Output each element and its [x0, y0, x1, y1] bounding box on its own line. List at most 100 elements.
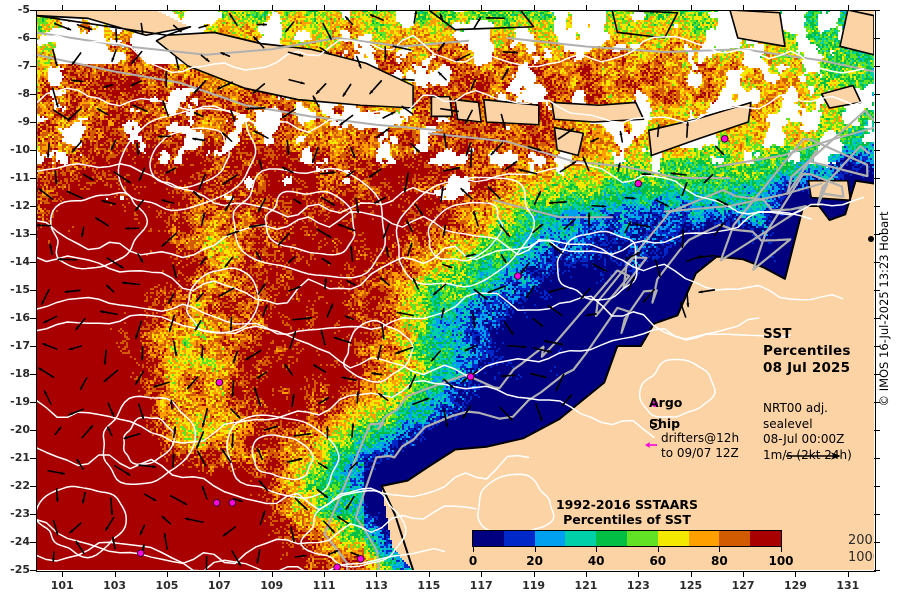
vector-key-line2: 08-Jul 00:00Z	[763, 432, 845, 446]
y-axis-tick-label: -5	[17, 3, 30, 16]
colorbar-band-70-80	[688, 531, 720, 546]
x-axis-tick-top	[690, 5, 692, 11]
x-axis-tick	[428, 571, 430, 577]
darwin-city-dot	[868, 236, 874, 242]
y-axis-tick-right	[874, 570, 880, 571]
y-axis-tick-right	[874, 10, 880, 11]
x-axis-tick-label: 121	[574, 579, 598, 592]
x-axis-tick-top	[743, 5, 745, 11]
y-axis-tick-right	[874, 38, 880, 39]
y-axis-tick-label: -17	[10, 339, 30, 352]
depth-key-line2: 1000m	[848, 550, 874, 565]
x-axis-tick	[481, 571, 483, 577]
map-title-date: 08 Jul 2025	[763, 360, 851, 376]
x-axis-tick-label: 111	[312, 579, 336, 592]
map-title-product: SST Percentiles	[763, 326, 851, 359]
colorbar-band-10-20	[503, 531, 535, 546]
colorbar-tick-label: 20	[526, 554, 543, 568]
x-axis-tick-label: 129	[783, 579, 807, 592]
y-axis-tick-right	[874, 150, 880, 151]
x-axis-tick	[585, 571, 587, 577]
bathymetry-depth-key: 200m 1000m	[848, 532, 874, 566]
y-axis-tick	[30, 486, 36, 487]
copyright-credit: © IMOS 16-Jul-2025 13:23 Hobart	[877, 211, 891, 407]
y-axis-tick-right	[874, 318, 880, 319]
colorbar-tick-label: 60	[649, 554, 667, 568]
x-axis-tick-top	[481, 5, 483, 11]
y-axis-tick-right	[874, 94, 880, 95]
y-axis-tick	[30, 206, 36, 207]
y-axis-tick	[30, 290, 36, 291]
x-axis-tick	[62, 571, 64, 577]
x-axis-tick-label: 127	[731, 579, 755, 592]
y-axis-tick-label: -18	[10, 367, 30, 380]
x-axis-tick	[219, 571, 221, 577]
drifter-arrow-icon	[645, 442, 657, 448]
x-axis-tick-top	[795, 5, 797, 11]
y-axis-tick-label: -23	[10, 507, 30, 520]
x-axis-tick-label: 113	[364, 579, 388, 592]
y-axis-tick-label: -15	[10, 283, 30, 296]
y-axis-tick-label: -13	[10, 227, 30, 240]
y-axis-tick	[30, 94, 36, 95]
colorbar-gradient	[472, 530, 782, 547]
y-axis-tick-right	[874, 430, 880, 431]
x-axis-tick	[114, 571, 116, 577]
x-axis-tick-label: 103	[103, 579, 127, 592]
y-axis-tick	[30, 150, 36, 151]
drifter-legend-label: drifters@12h to 09/07 12Z	[661, 431, 739, 461]
y-axis-tick	[30, 262, 36, 263]
x-axis-tick-label: 117	[469, 579, 493, 592]
y-axis-tick-right	[874, 374, 880, 375]
colorbar-tick-labels: 0 20 40 60 80 100	[469, 554, 794, 568]
map-plot-area[interactable]: Darwin SST Percentiles 08 Jul 2025 Argo …	[36, 10, 874, 570]
colorbar-band-40-50	[596, 531, 627, 546]
colorbar-tick-label: 40	[587, 554, 605, 568]
x-axis-tick-label: 101	[50, 579, 74, 592]
x-axis-tick-top	[62, 5, 64, 11]
colorbar-title: 1992-2016 SSTAARS Percentiles of SST	[472, 497, 782, 527]
y-axis-tick-label: -9	[17, 115, 30, 128]
y-axis-tick	[30, 38, 36, 39]
vector-key-line1: NRT00 adj. sealevel	[763, 401, 828, 431]
x-axis-tick	[376, 571, 378, 577]
x-axis-tick-label: 107	[207, 579, 231, 592]
y-axis-tick-right	[874, 514, 880, 515]
x-axis-tick	[166, 571, 168, 577]
colorbar-band-80-90	[719, 531, 751, 546]
x-axis-tick-label: 119	[522, 579, 546, 592]
colorbar-band-60-70	[657, 531, 689, 546]
colorbar-title-line1: 1992-2016 SSTAARS	[555, 497, 699, 512]
y-axis-tick-label: -6	[17, 31, 30, 44]
y-axis-tick-right	[874, 66, 880, 67]
x-axis-tick	[743, 571, 745, 577]
colorbar-band-90-100	[750, 531, 781, 546]
x-axis-tick-top	[114, 5, 116, 11]
y-axis-tick	[30, 178, 36, 179]
y-axis-tick	[30, 402, 36, 403]
x-axis-tick	[638, 571, 640, 577]
colorbar-band-20-30	[534, 531, 566, 546]
colorbar-tick	[473, 546, 474, 552]
ship-marker-icon	[650, 419, 661, 430]
colorbar-band-50-60	[626, 531, 658, 546]
y-axis-tick-right	[874, 178, 880, 179]
y-axis-tick-label: -16	[10, 311, 30, 324]
x-axis-tick-label: 115	[417, 579, 441, 592]
colorbar-tick	[719, 546, 721, 552]
y-axis-tick	[30, 318, 36, 319]
y-axis-tick-label: -20	[10, 423, 30, 436]
y-axis-tick-label: -11	[10, 171, 30, 184]
x-axis-tick-top	[219, 5, 221, 11]
y-axis-tick	[30, 10, 36, 11]
y-axis-tick-label: -12	[10, 199, 30, 212]
x-axis-tick-top	[533, 5, 535, 11]
y-axis-tick	[30, 542, 36, 543]
drifter-legend-line1: drifters@12h	[661, 431, 740, 445]
colorbar-tick	[657, 546, 659, 552]
y-axis-tick	[30, 346, 36, 347]
y-axis-tick-label: -19	[10, 395, 30, 408]
x-axis-tick-top	[271, 5, 273, 11]
y-axis-tick-label: -25	[10, 563, 30, 576]
